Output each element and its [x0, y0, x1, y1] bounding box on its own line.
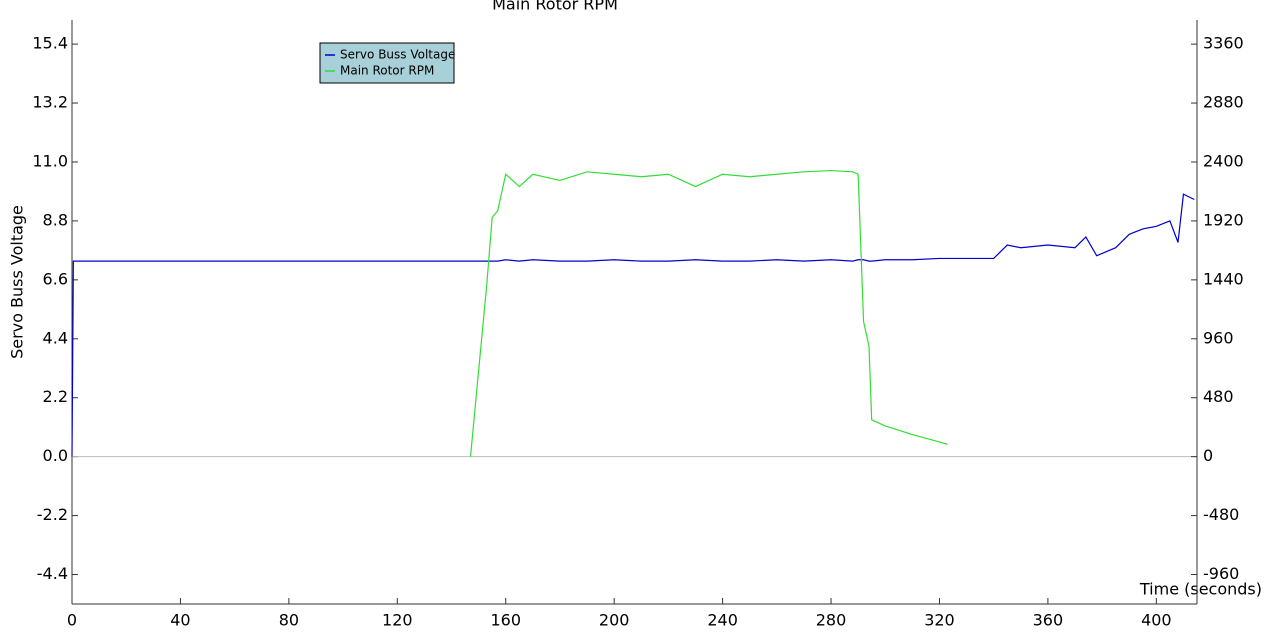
- y-tick-label: -4.4: [37, 564, 68, 583]
- x-tick-label: 0: [67, 611, 77, 630]
- legend-label: Main Rotor RPM: [340, 64, 434, 78]
- x-tick-label: 280: [816, 611, 847, 630]
- x-tick-label: 160: [490, 611, 521, 630]
- legend: Servo Buss Voltage Main Rotor RPM: [319, 42, 455, 84]
- y2-tick-label: 480: [1203, 387, 1234, 406]
- x-tick-label: 240: [707, 611, 738, 630]
- y-tick-label: 15.4: [32, 34, 68, 53]
- x-tick-label: 360: [1033, 611, 1064, 630]
- y2-tick-label: -480: [1203, 505, 1239, 524]
- legend-box: [319, 42, 455, 84]
- y2-tick-label: 1920: [1203, 210, 1244, 229]
- x-tick-label: 320: [924, 611, 955, 630]
- y2-tick-label: 1440: [1203, 269, 1244, 288]
- series-line: [469, 169, 948, 457]
- y2-tick-label: -960: [1203, 564, 1239, 583]
- y-tick-label: 2.2: [43, 387, 68, 406]
- x-axis-label: Time (seconds): [1139, 580, 1262, 599]
- x-tick-label: 200: [599, 611, 630, 630]
- y-tick-label: 11.0: [32, 151, 68, 170]
- y2-tick-label: 2400: [1203, 151, 1244, 170]
- y-axis-label: Servo Buss Voltage: [8, 205, 27, 359]
- x-tick-label: 80: [279, 611, 299, 630]
- series-line: [71, 193, 1195, 457]
- legend-label: Servo Buss Voltage: [340, 48, 455, 62]
- x-tick-label: 120: [382, 611, 413, 630]
- y2-tick-label: 2880: [1203, 93, 1244, 112]
- y-tick-label: 6.6: [43, 269, 68, 288]
- y-tick-label: 8.8: [43, 210, 68, 229]
- y-tick-label: 13.2: [32, 93, 68, 112]
- y2-tick-label: 3360: [1203, 34, 1244, 53]
- y-tick-label: 4.4: [43, 328, 68, 347]
- x-tick-label: 40: [170, 611, 190, 630]
- chart-title: Main Rotor RPM: [492, 0, 618, 14]
- y2-tick-label: 0: [1203, 446, 1213, 465]
- y-tick-label: -2.2: [37, 505, 68, 524]
- x-tick-label: 400: [1141, 611, 1172, 630]
- y2-tick-label: 960: [1203, 328, 1234, 347]
- y-tick-label: 0.0: [43, 446, 68, 465]
